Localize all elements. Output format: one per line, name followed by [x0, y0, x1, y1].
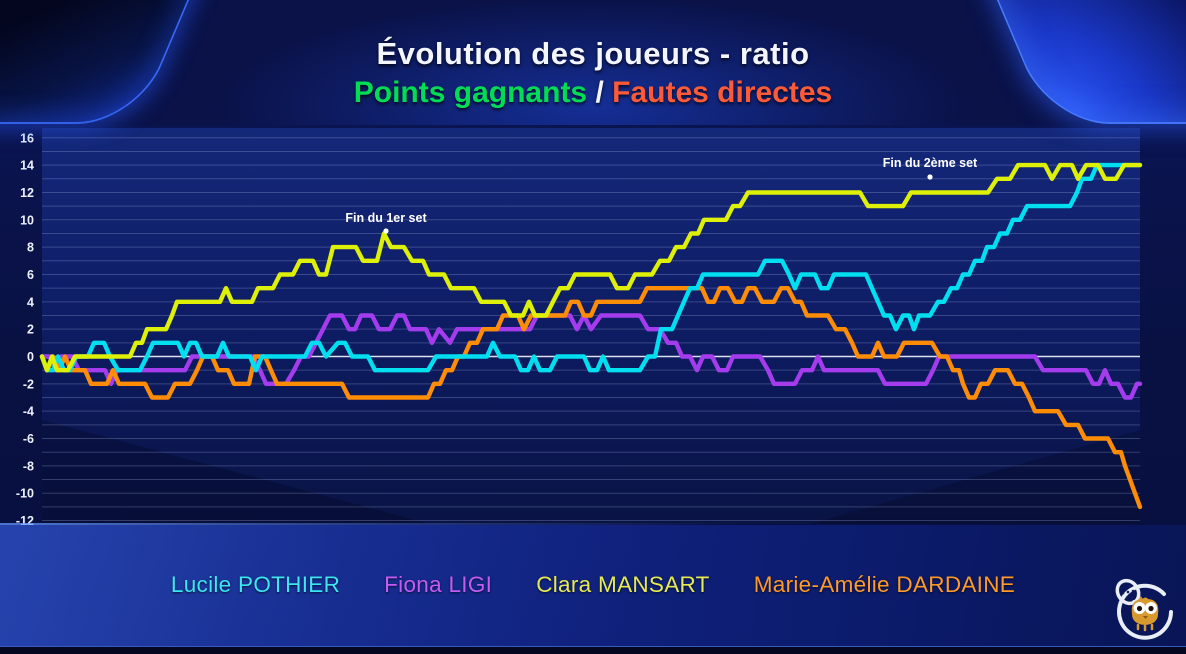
- chart-area: 16 14 12 10 8 6 4 2 0 -2 -4 -6 -8 -10 -12 Fin du 1er s…: [0, 125, 1186, 528]
- subtitle-red: Fautes directes: [612, 76, 833, 109]
- plot-shadow-bottom-left: [42, 420, 430, 524]
- y-axis-tick-label: -4: [23, 405, 34, 419]
- y-axis-tick-label: -2: [23, 377, 34, 391]
- y-axis-tick-label: 10: [20, 213, 34, 227]
- y-axis-tick-label: 4: [27, 295, 34, 309]
- y-axis-tick-label: 8: [27, 241, 34, 255]
- y-axis-tick-label: 16: [20, 131, 34, 145]
- annotations: Fin du 1er set Fin du 2ème set: [345, 156, 978, 234]
- annotation-dot: [383, 228, 389, 234]
- title-subtitle: Points gagnants / Fautes directes: [0, 76, 1186, 110]
- series-line-lucile-pothier: [39, 162, 1143, 373]
- padel-owl-logo: [1115, 578, 1173, 640]
- y-axis-tick-label: 14: [20, 159, 34, 173]
- logo-crescent-icon: [1117, 583, 1173, 640]
- y-axis-tick-label: -8: [23, 459, 34, 473]
- subtitle-separator: /: [587, 76, 613, 109]
- legend-item: Lucile POTHIER: [170, 572, 341, 597]
- annotation-label: Fin du 1er set: [345, 211, 427, 225]
- plot-shadow-bottom-right: [810, 430, 1140, 524]
- title-main: Évolution des joueurs - ratio: [376, 36, 810, 71]
- page-title: Évolution des joueurs - ratio Points gag…: [0, 36, 1186, 110]
- annotation-label: Fin du 2ème set: [883, 156, 978, 170]
- bottom-strip: [0, 646, 1186, 654]
- owl-icon: [1131, 596, 1159, 632]
- y-axis-tick-label: 12: [20, 186, 34, 200]
- legend-item: Fiona LIGI: [384, 572, 493, 597]
- y-axis-tick-label: -10: [16, 487, 34, 501]
- y-axis-tick-label: 0: [27, 350, 34, 364]
- series-lines: [39, 162, 1143, 510]
- y-axis-tick-label: 2: [27, 323, 34, 337]
- legend-item: Marie-Amélie DARDAINE: [753, 572, 1016, 597]
- racket-holes: [1121, 584, 1135, 600]
- lower-band: [0, 525, 1186, 648]
- annotation-dot: [927, 174, 933, 180]
- legend-item: Clara MANSART: [536, 572, 710, 597]
- chart-bottom-glow-line: [0, 523, 1186, 525]
- y-axis-tick-label: -6: [23, 432, 34, 446]
- series-line-clara-mansart: [39, 162, 1143, 373]
- y-axis-tick-label: 6: [27, 268, 34, 282]
- top-band: [0, 0, 1186, 125]
- subtitle-green: Points gagnants: [353, 76, 588, 109]
- legend: Lucile POTHIER Fiona LIGI Clara MANSART Mar…: [0, 572, 1186, 598]
